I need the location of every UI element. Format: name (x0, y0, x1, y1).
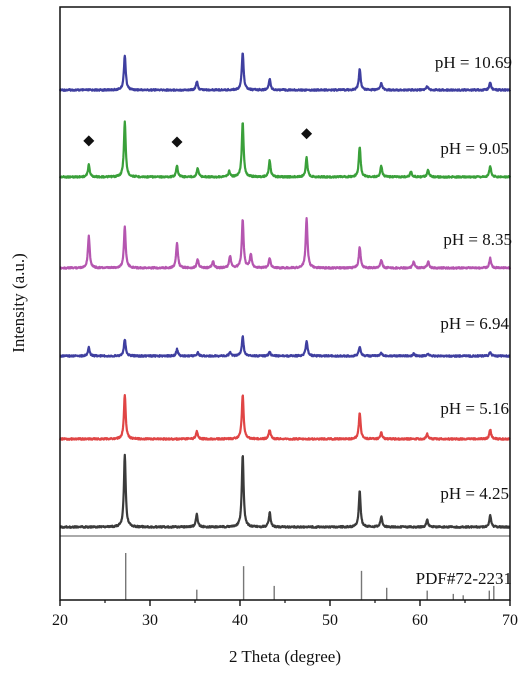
x-tick-label: 30 (142, 612, 158, 629)
series-label: pH = 8.35 (443, 230, 512, 249)
x-tick-label: 60 (412, 612, 428, 629)
x-tick-label: 70 (502, 612, 518, 629)
label-layer: pH = 10.69 pH = 9.05 pH = 8.35 pH = 6.94 pH … (416, 53, 512, 588)
xrd-series-line (59, 217, 512, 270)
xrd-series-line (59, 335, 511, 358)
diamond-marker-icon (301, 128, 313, 140)
xrd-series-line (58, 394, 511, 441)
reference-label: PDF#72-2231 (416, 569, 512, 588)
marker-layer (83, 128, 313, 148)
x-tick-label: 20 (52, 612, 68, 629)
xrd-series-line (59, 453, 511, 529)
xrd-series-line (58, 52, 512, 92)
diamond-marker-icon (83, 135, 95, 147)
diamond-marker-icon (171, 136, 183, 148)
x-tick-label: 50 (322, 612, 338, 629)
series-layer (58, 52, 512, 529)
series-label: pH = 9.05 (440, 139, 509, 158)
xrd-series-line (58, 120, 512, 179)
x-axis-title: 2 Theta (degree) (229, 647, 341, 666)
series-label: pH = 5.16 (440, 399, 509, 418)
reference-layer (60, 535, 510, 600)
y-axis-title: Intensity (a.u.) (9, 253, 28, 353)
axis-layer: 20 30 40 50 60 70 (52, 600, 518, 629)
series-label: pH = 6.94 (440, 314, 509, 333)
series-label: pH = 10.69 (435, 53, 512, 72)
series-label: pH = 4.25 (440, 484, 509, 503)
x-tick-label: 40 (232, 612, 248, 629)
